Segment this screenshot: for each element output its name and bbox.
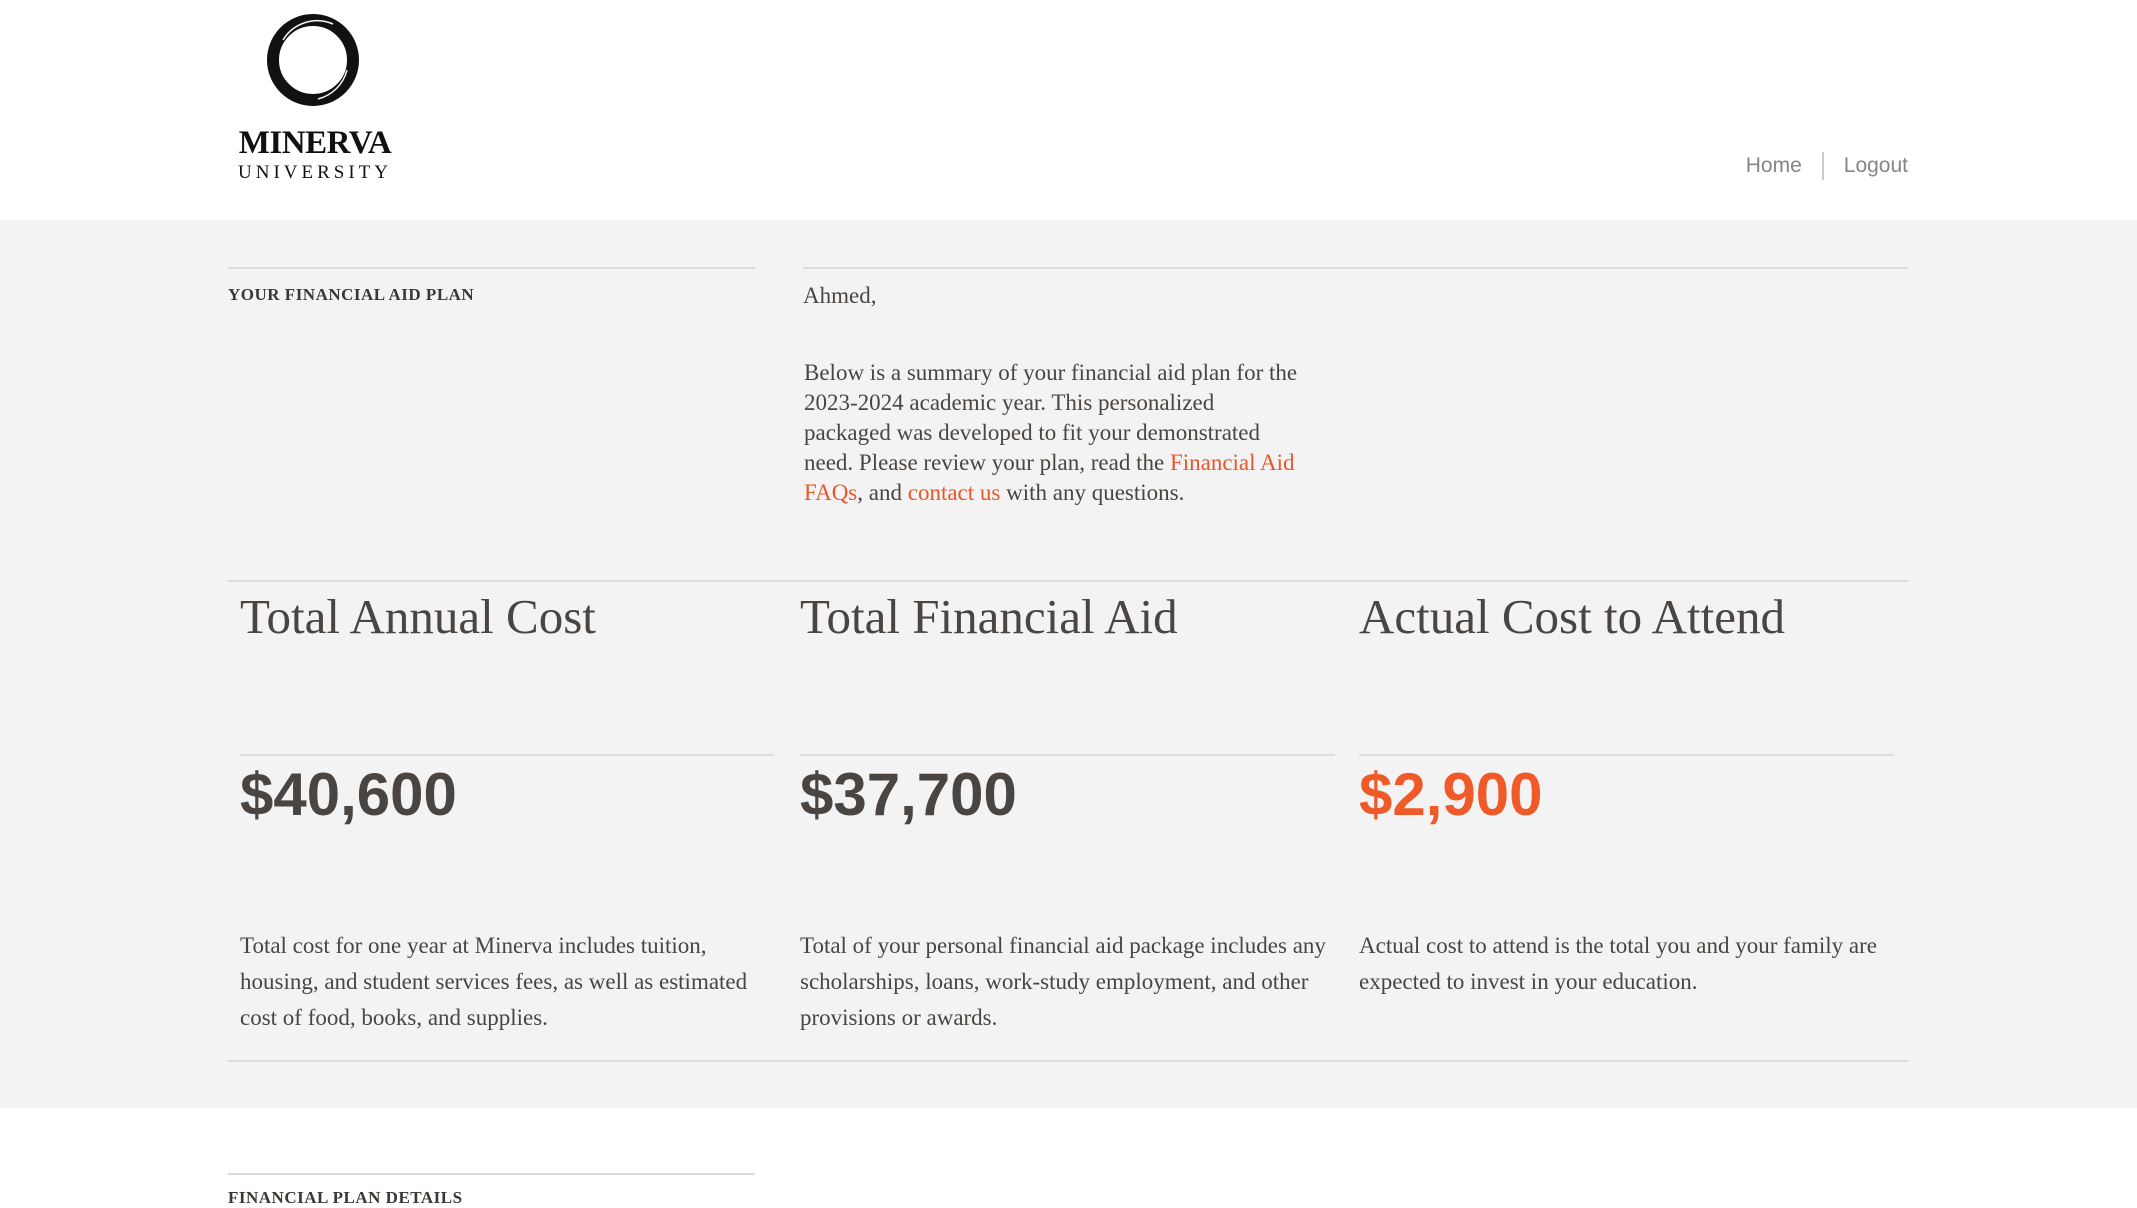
logo-wordmark: MINERVA [238, 125, 392, 161]
total-annual-cost-description: Total cost for one year at Minerva inclu… [240, 933, 748, 1030]
contact-us-link[interactable]: contact us [907, 480, 1001, 505]
actual-cost-title: Actual Cost to Attend [1359, 589, 1785, 644]
logo-ring-icon [267, 14, 359, 106]
divider [228, 267, 755, 269]
financial-aid-summary: YOUR FINANCIAL AID PLAN Ahmed, Below is … [0, 220, 2137, 1108]
section-label: YOUR FINANCIAL AID PLAN [228, 285, 475, 304]
actual-cost-amount: $2,900 [1359, 761, 1543, 828]
total-financial-aid-title: Total Financial Aid [800, 589, 1178, 644]
total-annual-cost-amount: $40,600 [240, 761, 457, 828]
top-nav: Home Logout [1746, 152, 1908, 180]
intro-text: , and [857, 480, 908, 505]
minerva-logo[interactable]: MINERVA UNIVERSITY [230, 10, 400, 185]
financial-aid-faqs-link[interactable]: Financial Aid FAQs [804, 450, 1295, 505]
total-financial-aid-amount: $37,700 [800, 761, 1017, 828]
intro-text: with any questions. [1000, 480, 1185, 505]
actual-cost-description: Actual cost to attend is the total you a… [1359, 933, 1877, 994]
divider [228, 1060, 1908, 1062]
nav-home-link[interactable]: Home [1745, 154, 1802, 177]
site-header: MINERVA UNIVERSITY Home Logout [0, 0, 2137, 220]
intro-text: Below is a summary of your financial aid… [804, 360, 1298, 475]
divider [228, 1173, 755, 1175]
divider [228, 580, 1908, 582]
divider [803, 267, 1908, 269]
total-financial-aid-description: Total of your personal financial aid pac… [800, 933, 1326, 1030]
divider [1359, 754, 1894, 756]
logo-subtitle: UNIVERSITY [238, 162, 392, 183]
intro-paragraph: Below is a summary of your financial aid… [804, 358, 1304, 508]
divider [800, 754, 1335, 756]
financial-plan-details-label: FINANCIAL PLAN DETAILS [228, 1188, 463, 1207]
nav-logout-link[interactable]: Logout [1843, 154, 1908, 177]
divider [240, 754, 774, 756]
nav-divider [1821, 152, 1824, 180]
greeting: Ahmed, [803, 283, 877, 308]
total-annual-cost-title: Total Annual Cost [240, 589, 596, 644]
